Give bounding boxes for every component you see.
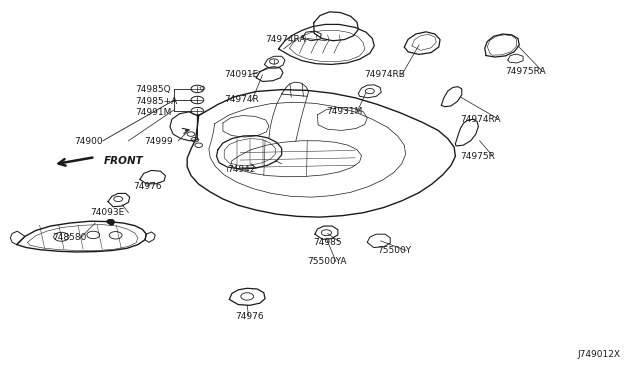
Text: 74974RA: 74974RA <box>461 115 501 124</box>
Text: 74999: 74999 <box>145 137 173 146</box>
Text: 75500YA: 75500YA <box>307 257 347 266</box>
Text: 74931M: 74931M <box>326 108 363 116</box>
Text: J749012X: J749012X <box>577 350 620 359</box>
Circle shape <box>107 219 115 224</box>
Text: 748580: 748580 <box>52 233 86 243</box>
Text: 74093E: 74093E <box>90 208 124 217</box>
Text: 75500Y: 75500Y <box>378 246 412 255</box>
Text: 74985+A: 74985+A <box>135 97 177 106</box>
Text: 74975RA: 74975RA <box>505 67 546 76</box>
Text: 74091E: 74091E <box>224 70 259 79</box>
Text: 74976: 74976 <box>236 312 264 321</box>
Text: FRONT: FRONT <box>104 156 144 166</box>
Text: 74974RA: 74974RA <box>266 35 306 44</box>
Text: 74974RB: 74974RB <box>365 70 406 79</box>
Text: 74975R: 74975R <box>461 152 495 161</box>
Text: 74985Q: 74985Q <box>135 85 170 94</box>
Text: 74985: 74985 <box>314 238 342 247</box>
Text: 74900: 74900 <box>74 137 103 146</box>
Text: 74991M: 74991M <box>135 108 171 117</box>
Text: 74976: 74976 <box>133 182 162 190</box>
Text: 74974R: 74974R <box>224 95 259 104</box>
Text: 74942: 74942 <box>227 165 256 174</box>
